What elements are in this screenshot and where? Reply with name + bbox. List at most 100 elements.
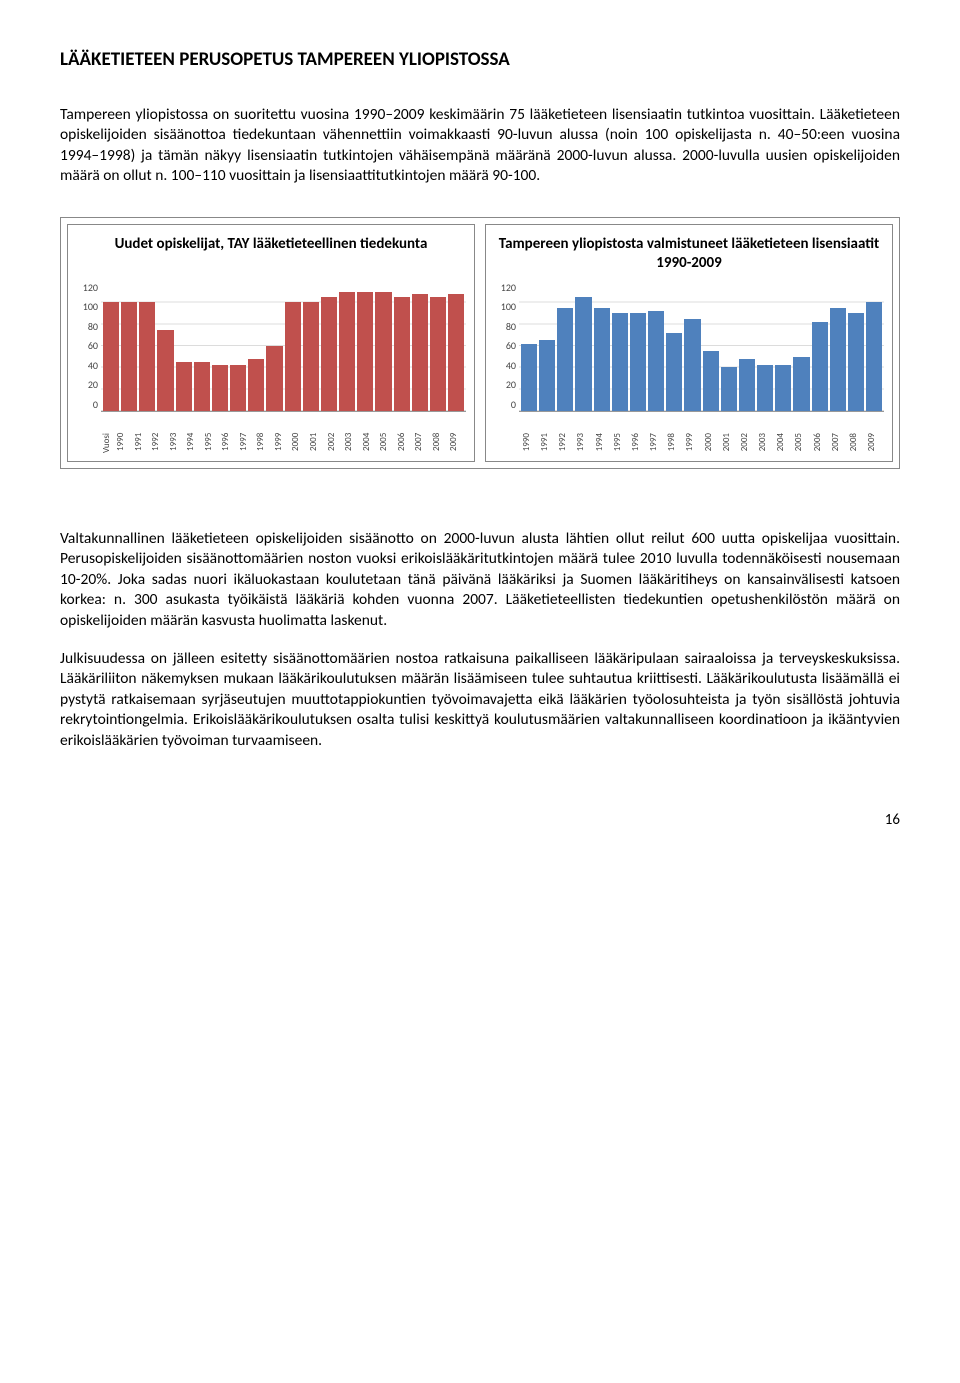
x-tick: 2007 xyxy=(830,433,846,451)
x-tick: 1993 xyxy=(168,433,184,453)
x-tick: 1994 xyxy=(185,433,201,453)
y-tick: 60 xyxy=(76,339,98,352)
y-tick: 40 xyxy=(494,359,516,372)
x-tick: 1990 xyxy=(115,433,131,453)
x-tick: 2005 xyxy=(378,433,394,453)
bar xyxy=(139,302,155,410)
y-tick: 100 xyxy=(494,300,516,313)
charts-container: Uudet opiskelijat, TAY lääketieteellinen… xyxy=(60,217,900,469)
paragraph-1: Tampereen yliopistossa on suoritettu vuo… xyxy=(60,105,900,187)
chart2-plot xyxy=(519,281,884,412)
paragraph-3: Julkisuudessa on jälleen esitetty sisään… xyxy=(60,649,900,751)
y-tick: 120 xyxy=(494,281,516,294)
x-tick: 2002 xyxy=(739,433,755,451)
bar xyxy=(557,308,573,411)
bar xyxy=(666,333,682,411)
bar xyxy=(684,319,700,411)
bar xyxy=(321,297,337,411)
bar xyxy=(594,308,610,411)
x-tick: 1991 xyxy=(133,433,149,453)
bar xyxy=(230,365,246,411)
x-tick: 2001 xyxy=(308,433,324,453)
bar xyxy=(194,362,210,411)
x-tick: 1997 xyxy=(648,433,664,451)
bar xyxy=(812,322,828,411)
chart1-title: Uudet opiskelijat, TAY lääketieteellinen… xyxy=(76,235,466,273)
x-tick: 2002 xyxy=(326,433,342,453)
x-tick: 2008 xyxy=(431,433,447,453)
bar xyxy=(866,302,882,410)
bar xyxy=(703,351,719,411)
bar xyxy=(448,294,464,411)
bar xyxy=(212,365,228,411)
bar xyxy=(248,359,264,411)
chart2-area: 120 100 80 60 40 20 0 xyxy=(494,281,884,431)
page-number: 16 xyxy=(60,811,900,829)
chart-graduates: Tampereen yliopistosta valmistuneet lääk… xyxy=(485,224,893,462)
y-tick: 80 xyxy=(494,320,516,333)
x-tick: 2004 xyxy=(361,433,377,453)
bar xyxy=(793,357,809,411)
bar xyxy=(721,367,737,410)
x-tick: 2004 xyxy=(775,433,791,451)
x-tick: 1999 xyxy=(273,433,289,453)
y-tick: 100 xyxy=(76,300,98,313)
x-tick: 1994 xyxy=(594,433,610,451)
bar xyxy=(339,292,355,411)
x-tick: 2007 xyxy=(413,433,429,453)
bar xyxy=(375,292,391,411)
x-tick: 1992 xyxy=(557,433,573,451)
paragraph-2: Valtakunnallinen lääketieteen opiskelijo… xyxy=(60,529,900,631)
y-tick: 120 xyxy=(76,281,98,294)
bar xyxy=(739,359,755,411)
bar xyxy=(430,297,446,411)
chart1-plot xyxy=(101,281,466,412)
bar xyxy=(848,313,864,411)
chart2-y-axis: 120 100 80 60 40 20 0 xyxy=(494,281,519,411)
x-tick: 1998 xyxy=(255,433,271,453)
bar xyxy=(521,344,537,411)
x-tick: 1991 xyxy=(539,433,555,451)
x-tick: 1995 xyxy=(612,433,628,451)
bar xyxy=(394,297,410,411)
y-tick: 0 xyxy=(494,398,516,411)
x-tick: 1990 xyxy=(521,433,537,451)
bar xyxy=(612,313,628,411)
x-tick: 2006 xyxy=(812,433,828,451)
x-tick: 1995 xyxy=(203,433,219,453)
bar xyxy=(285,302,301,410)
bar xyxy=(121,302,137,410)
bar xyxy=(266,346,282,411)
y-tick: 40 xyxy=(76,359,98,372)
x-tick: 2009 xyxy=(448,433,464,453)
bar xyxy=(830,308,846,411)
chart2-title: Tampereen yliopistosta valmistuneet lääk… xyxy=(494,235,884,273)
bar xyxy=(103,302,119,410)
bar xyxy=(757,365,773,411)
bar xyxy=(412,294,428,411)
x-tick: 2003 xyxy=(343,433,359,453)
bar xyxy=(157,330,173,411)
bar xyxy=(357,292,373,411)
x-tick: 1998 xyxy=(666,433,682,451)
y-tick: 20 xyxy=(76,378,98,391)
x-tick: 2006 xyxy=(396,433,412,453)
y-tick: 60 xyxy=(494,339,516,352)
bar xyxy=(575,297,591,411)
x-tick: 2003 xyxy=(757,433,773,451)
page-title: LÄÄKETIETEEN PERUSOPETUS TAMPEREEN YLIOP… xyxy=(60,48,900,71)
x-tick: 1992 xyxy=(150,433,166,453)
chart1-area: 120100806040200 xyxy=(76,281,466,431)
bar xyxy=(630,313,646,411)
x-tick: 1993 xyxy=(575,433,591,451)
y-tick: 0 xyxy=(76,398,98,411)
x-tick: 1999 xyxy=(684,433,700,451)
bar xyxy=(539,340,555,410)
x-tick: 2005 xyxy=(793,433,809,451)
chart1-x-axis-label: Vuosi xyxy=(101,433,112,453)
bar xyxy=(648,311,664,411)
y-tick: 20 xyxy=(494,378,516,391)
x-tick: 1996 xyxy=(630,433,646,451)
chart-new-students: Uudet opiskelijat, TAY lääketieteellinen… xyxy=(67,224,475,462)
bar xyxy=(176,362,192,411)
